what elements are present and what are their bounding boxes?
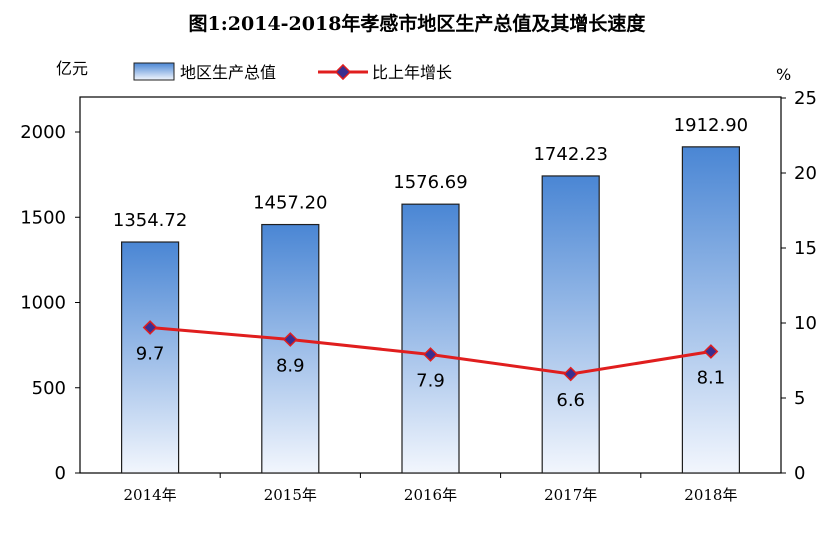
right-tick-label: 10 — [794, 313, 817, 334]
x-tick-label: 2016年 — [404, 486, 457, 504]
left-axis-ticks: 0 500 1000 1500 2000 — [20, 122, 80, 484]
legend-line-marker — [334, 63, 352, 81]
left-tick-label: 1000 — [20, 293, 66, 314]
growth-value-label: 7.9 — [416, 371, 445, 392]
left-tick-label: 500 — [32, 378, 66, 399]
legend-line-label: 比上年增长 — [372, 63, 452, 82]
growth-value-labels: 9.7 8.9 7.9 6.6 8.1 — [136, 344, 725, 412]
left-tick-label: 2000 — [20, 122, 66, 143]
growth-value-label: 6.6 — [556, 390, 585, 411]
bar-value-label: 1742.23 — [533, 144, 607, 165]
left-tick-label: 0 — [55, 463, 66, 484]
bar — [401, 203, 460, 474]
growth-point — [142, 320, 158, 335]
growth-line-series — [142, 320, 719, 382]
x-tick-label: 2017年 — [544, 486, 597, 504]
bar — [120, 241, 180, 474]
growth-point — [703, 344, 719, 359]
bar — [541, 175, 600, 474]
bar-value-label: 1457.20 — [253, 193, 327, 214]
x-tick-label: 2015年 — [264, 486, 317, 504]
bar-value-label: 1354.72 — [113, 210, 187, 231]
left-tick-label: 1500 — [20, 207, 66, 228]
right-tick-label: 20 — [794, 163, 817, 184]
legend-bar-label: 地区生产总值 — [180, 63, 276, 82]
bar-series — [120, 146, 741, 474]
x-tick-label: 2014年 — [124, 486, 177, 504]
right-tick-label: 0 — [794, 463, 805, 484]
x-axis-ticks: 2014年 2015年 2016年 2017年 2018年 — [124, 473, 737, 504]
growth-value-label: 9.7 — [136, 344, 165, 365]
bar — [261, 223, 320, 474]
chart-title: 图1:2014-2018年孝感市地区生产总值及其增长速度 — [189, 12, 647, 35]
right-tick-label: 25 — [794, 88, 817, 109]
growth-value-label: 8.9 — [276, 356, 305, 377]
right-tick-label: 5 — [794, 388, 805, 409]
left-axis-unit: 亿元 — [56, 59, 88, 78]
bar — [681, 146, 741, 474]
growth-point — [423, 347, 438, 362]
right-tick-label: 15 — [794, 238, 817, 259]
growth-value-label: 8.1 — [697, 368, 726, 389]
right-axis-unit: % — [776, 65, 791, 84]
legend-bar-swatch — [133, 62, 175, 81]
x-tick-label: 2018年 — [684, 486, 737, 504]
growth-point — [563, 366, 579, 382]
bar-value-labels: 1354.72 1457.20 1576.69 1742.23 1912.90 — [113, 115, 748, 231]
right-axis-ticks: 0 5 10 15 20 25 — [781, 88, 817, 484]
bar-value-label: 1912.90 — [674, 115, 748, 136]
bar-value-label: 1576.69 — [393, 172, 467, 193]
legend: 地区生产总值 比上年增长 — [133, 62, 452, 82]
growth-point — [282, 332, 298, 347]
